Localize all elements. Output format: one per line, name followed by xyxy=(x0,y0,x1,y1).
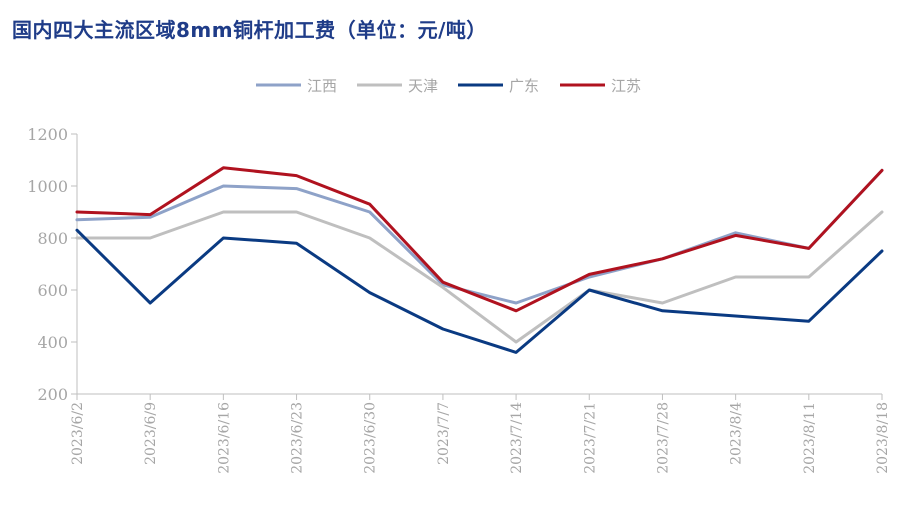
x-tick-label: 2023/6/23 xyxy=(290,402,306,474)
series-group xyxy=(75,166,884,354)
series-line-广东 xyxy=(75,228,884,354)
legend-label: 江西 xyxy=(307,77,337,95)
x-tick-label: 2023/7/7 xyxy=(436,402,452,465)
x-tick-label: 2023/7/21 xyxy=(582,402,598,474)
legend: 江西 天津 广东 江苏 xyxy=(256,77,641,95)
y-tick-label: 1000 xyxy=(27,177,68,196)
y-tick-label: 400 xyxy=(37,333,68,352)
x-tick-label: 2023/6/2 xyxy=(70,402,86,465)
legend-label: 天津 xyxy=(408,77,438,95)
series-line-江苏 xyxy=(75,166,884,313)
x-tick-label: 2023/7/14 xyxy=(509,402,525,474)
series-line-江西 xyxy=(75,168,884,305)
x-tick-label: 2023/8/11 xyxy=(802,402,818,474)
y-tick-label: 1200 xyxy=(27,125,68,144)
x-tick-label: 2023/8/18 xyxy=(875,402,891,474)
legend-label: 广东 xyxy=(509,77,539,95)
x-tick-label: 2023/8/4 xyxy=(729,402,745,465)
x-tick-label: 2023/7/28 xyxy=(655,402,671,474)
x-axis: 2023/6/2 2023/6/9 2023/6/16 2023/6/23 2023/6… xyxy=(70,393,891,474)
x-tick-label: 2023/6/30 xyxy=(363,402,379,474)
x-tick-label: 2023/6/16 xyxy=(216,402,232,474)
series-line-天津 xyxy=(75,210,884,344)
chart-title: 国内四大主流区域8mm铜杆加工费（单位：元/吨） xyxy=(12,18,487,42)
y-tick-label: 800 xyxy=(37,229,68,248)
legend-label: 江苏 xyxy=(611,77,641,95)
y-tick-label: 200 xyxy=(37,385,68,404)
x-tick-label: 2023/6/9 xyxy=(143,402,159,465)
y-tick-label: 600 xyxy=(37,281,68,300)
y-axis: 200 400 600 800 1000 1200 xyxy=(27,125,78,404)
